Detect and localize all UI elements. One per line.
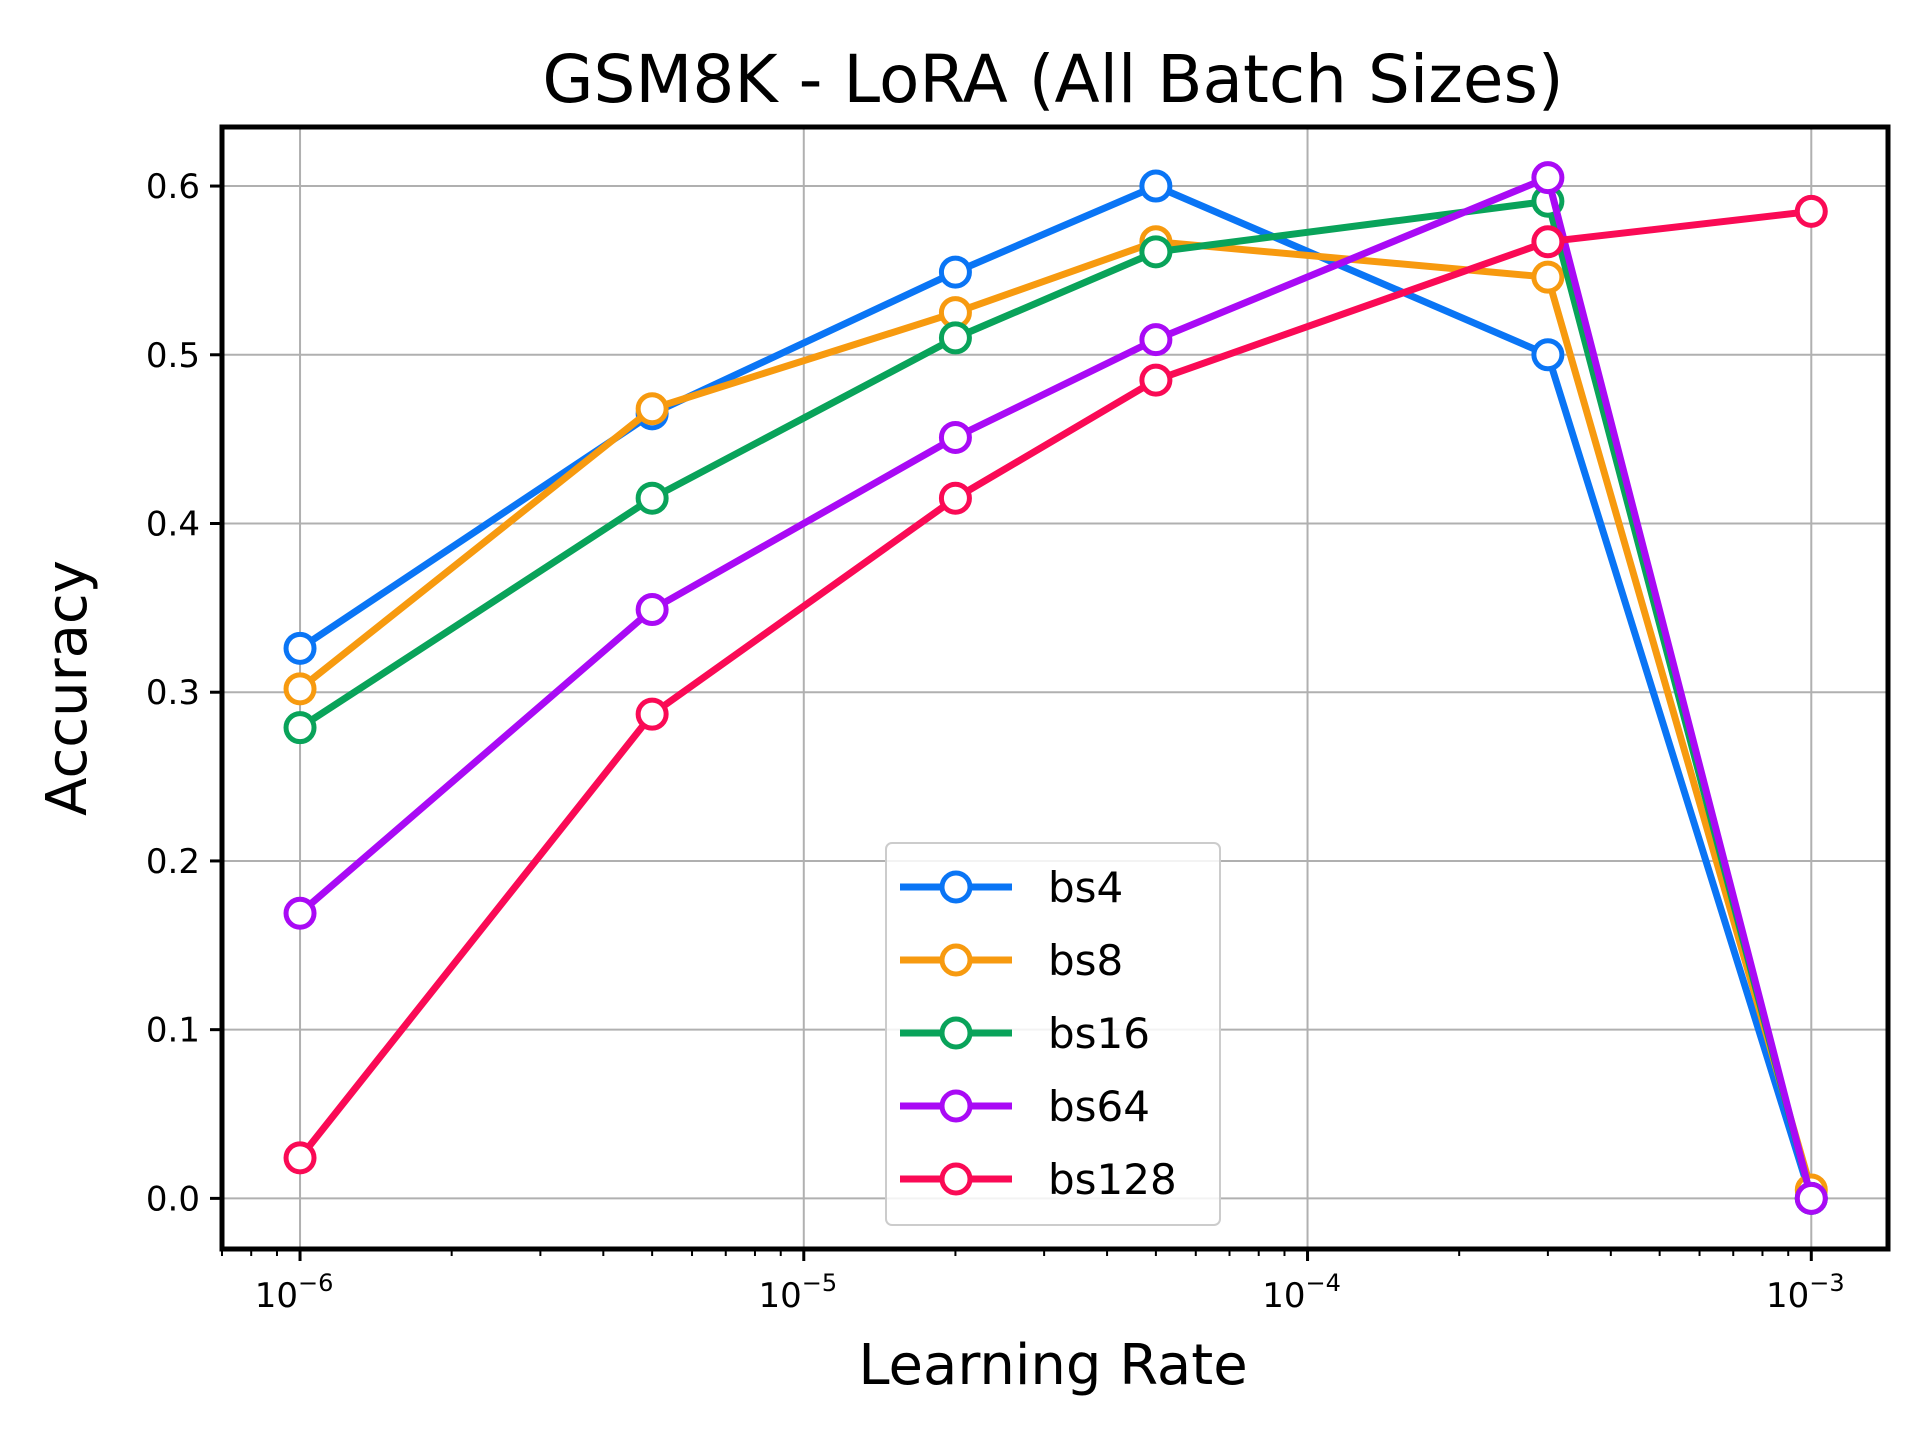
legend-label: bs16 xyxy=(1048,1009,1150,1058)
y-tick-label: 0.3 xyxy=(146,673,200,713)
x-axis-label: Learning Rate xyxy=(858,1333,1247,1398)
legend-marker xyxy=(939,1016,973,1050)
data-point-bs16 xyxy=(1139,235,1173,269)
legend-marker xyxy=(939,943,973,977)
legend-label: bs128 xyxy=(1048,1155,1177,1204)
x-tick-base: 10 xyxy=(758,1276,801,1316)
data-point-bs4 xyxy=(1531,338,1565,372)
y-tick-label: 0.4 xyxy=(146,504,200,544)
y-tick-label: 0.6 xyxy=(146,167,200,207)
data-point-bs8 xyxy=(1531,260,1565,294)
legend-item-bs128: bs128 xyxy=(900,1155,1177,1204)
data-point-bs4 xyxy=(1139,169,1173,203)
legend-item-bs16: bs16 xyxy=(900,1009,1150,1058)
legend-marker xyxy=(939,870,973,904)
plot-frame xyxy=(219,124,1891,1252)
x-tick-exponent: −6 xyxy=(298,1269,333,1297)
data-point-bs4 xyxy=(938,255,972,289)
y-axis-label: Accuracy xyxy=(35,560,100,816)
legend-item-bs64: bs64 xyxy=(900,1082,1150,1131)
legend: bs4 bs8 bs16 bs64 bs128 xyxy=(885,842,1221,1226)
data-point-bs64 xyxy=(1531,161,1565,195)
data-point-bs8 xyxy=(283,672,317,706)
x-tick-exponent: −3 xyxy=(1809,1269,1844,1297)
data-point-bs128 xyxy=(1531,225,1565,259)
legend-item-bs4: bs4 xyxy=(900,863,1123,912)
x-tick-exponent: −4 xyxy=(1305,1269,1340,1297)
data-point-bs128 xyxy=(1139,363,1173,397)
y-tick-label: 0.1 xyxy=(146,1011,200,1051)
series-bs128 xyxy=(283,194,1828,1175)
x-tick-base: 10 xyxy=(255,1276,298,1316)
legend-label: bs64 xyxy=(1048,1082,1150,1131)
data-point-bs128 xyxy=(283,1141,317,1175)
legend-box xyxy=(885,842,1221,1226)
data-point-bs128 xyxy=(938,481,972,515)
data-point-bs16 xyxy=(938,321,972,355)
data-point-bs64 xyxy=(635,593,669,627)
data-point-bs4 xyxy=(283,631,317,665)
data-point-bs128 xyxy=(635,697,669,731)
y-tick-label: 0.0 xyxy=(146,1179,200,1219)
x-tick-label: 10−3 xyxy=(1766,1269,1845,1316)
data-point-bs64 xyxy=(938,420,972,454)
x-tick-label: 10−4 xyxy=(1262,1269,1341,1316)
y-tick-label: 0.5 xyxy=(146,336,200,376)
data-point-bs128 xyxy=(1794,194,1828,228)
series-lines xyxy=(283,161,1828,1215)
legend-marker xyxy=(939,1162,973,1196)
x-tick-label: 10−6 xyxy=(255,1269,334,1316)
x-tick-base: 10 xyxy=(1766,1276,1809,1316)
series-line-bs128 xyxy=(296,207,1815,1162)
y-tick-label: 0.2 xyxy=(146,842,200,882)
legend-item-bs8: bs8 xyxy=(900,936,1123,985)
x-tick-label: 10−5 xyxy=(758,1269,837,1316)
legend-label: bs4 xyxy=(1048,863,1123,912)
chart-title: GSM8K - LoRA (All Batch Sizes) xyxy=(542,41,1563,118)
data-point-bs64 xyxy=(1139,323,1173,357)
data-point-bs64 xyxy=(283,896,317,930)
x-tick-exponent: −5 xyxy=(802,1269,837,1297)
data-point-bs16 xyxy=(635,481,669,515)
axis-ticks: 10−6 10−5 10−4 10−30.00.10.20.30.40.50.6 xyxy=(146,167,1845,1316)
series-line-bs64 xyxy=(296,174,1815,1202)
series-line-bs8 xyxy=(296,238,1815,1194)
legend-marker xyxy=(939,1089,973,1123)
legend-label: bs8 xyxy=(1048,936,1123,985)
series-line-bs16 xyxy=(296,197,1815,1202)
series-bs64 xyxy=(283,161,1828,1215)
data-point-bs16 xyxy=(283,711,317,745)
data-point-bs8 xyxy=(635,392,669,426)
x-tick-base: 10 xyxy=(1262,1276,1305,1316)
data-point-bs64 xyxy=(1794,1181,1828,1215)
